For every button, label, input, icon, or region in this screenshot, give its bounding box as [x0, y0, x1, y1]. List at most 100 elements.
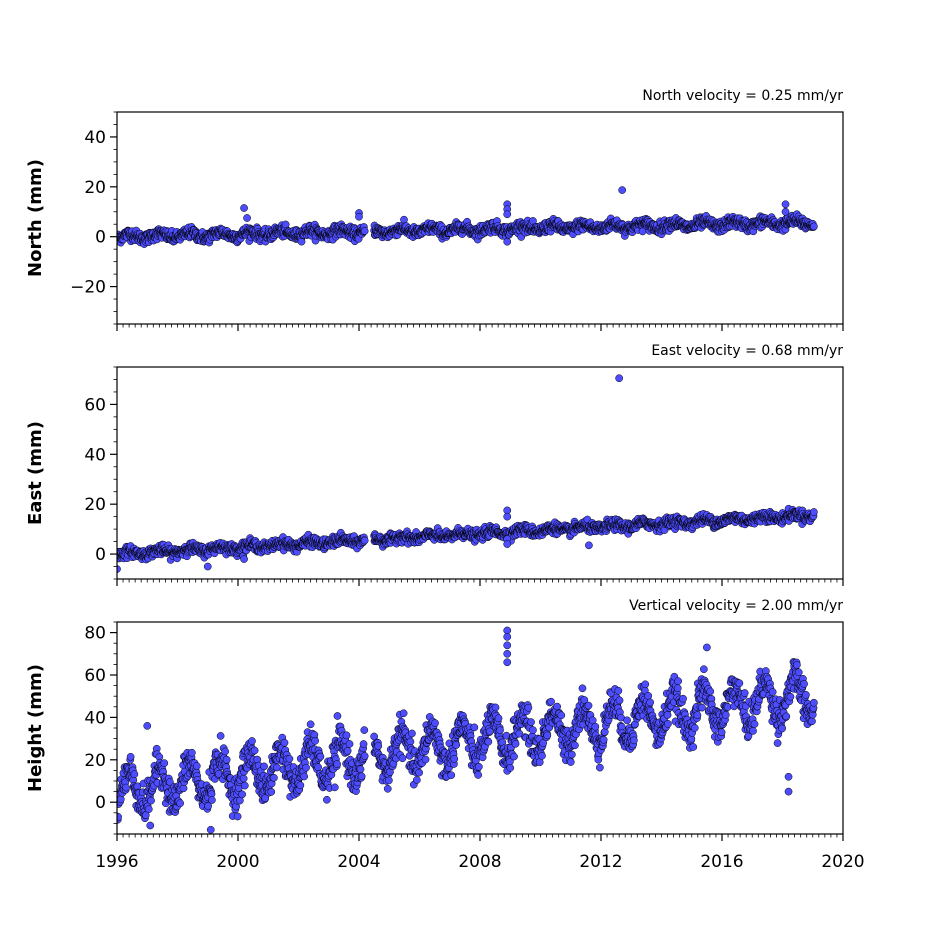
outlier-point — [240, 204, 248, 212]
data-point — [357, 772, 366, 781]
y-tick-label: 0 — [95, 545, 106, 565]
data-point — [359, 740, 368, 748]
data-point — [141, 811, 150, 820]
data-point — [117, 813, 122, 821]
data-point — [176, 799, 184, 808]
panel-east: 60 40 20 0 East (mm) East velocity = 0.68 mm/… — [25, 343, 844, 586]
outlier-point — [240, 555, 248, 563]
data-point — [360, 227, 369, 235]
data-point — [250, 746, 259, 755]
data-point — [166, 778, 174, 786]
data-point — [314, 763, 323, 772]
data-point — [130, 770, 139, 779]
outlier-point — [355, 212, 363, 221]
data-point — [122, 783, 130, 792]
y-tick-label: 20 — [84, 495, 106, 515]
data-point — [400, 215, 408, 224]
data-point — [484, 737, 493, 746]
data-point — [398, 754, 407, 763]
data-point — [360, 536, 369, 545]
data-point — [204, 802, 212, 810]
y-axis-label: East (mm) — [25, 421, 46, 525]
data-point — [360, 752, 369, 760]
data-point — [491, 703, 500, 712]
data-point — [383, 784, 392, 793]
y-tick-label: 20 — [84, 178, 106, 198]
outlier-point — [203, 562, 212, 571]
data-point — [515, 729, 524, 738]
data-point — [452, 741, 461, 749]
outlier-point — [503, 237, 512, 246]
data-point — [240, 781, 249, 790]
outlier-point — [615, 374, 624, 383]
data-point — [360, 726, 369, 734]
data-point — [297, 237, 306, 246]
data-point — [260, 762, 268, 771]
data-point — [311, 736, 319, 745]
data-point — [415, 768, 423, 777]
y-tick-label: −20 — [70, 278, 106, 298]
data-point — [222, 755, 231, 764]
data-point — [239, 774, 248, 783]
data-point — [160, 759, 169, 767]
data-point — [485, 727, 494, 736]
data-point — [810, 508, 818, 516]
data-point — [238, 790, 247, 799]
outlier-point — [781, 200, 790, 209]
data-point — [144, 805, 153, 814]
data-point — [147, 796, 155, 805]
data-point — [179, 784, 188, 793]
outlier-point — [503, 210, 512, 219]
data-point — [323, 795, 331, 804]
data-point — [506, 764, 515, 772]
data-point — [431, 719, 439, 727]
outlier-point — [503, 512, 512, 521]
data-point — [333, 712, 342, 720]
data-point — [261, 794, 270, 802]
outlier-point — [585, 541, 593, 550]
data-point — [216, 732, 225, 740]
data-points-north — [117, 186, 818, 248]
data-point — [494, 714, 503, 723]
data-point — [421, 755, 430, 764]
data-point — [406, 737, 415, 746]
data-point — [233, 812, 242, 821]
data-point — [385, 776, 393, 785]
data-point — [370, 732, 378, 741]
data-point — [450, 755, 459, 763]
y-axis-label: North (mm) — [25, 159, 46, 277]
data-point — [510, 752, 518, 761]
data-point — [267, 787, 276, 796]
data-point — [302, 763, 310, 772]
data-point — [273, 763, 281, 772]
data-point — [333, 760, 341, 768]
data-point — [408, 729, 416, 738]
data-point — [117, 795, 125, 804]
data-point — [470, 723, 479, 732]
data-points-height — [117, 626, 818, 834]
data-point — [511, 739, 520, 748]
data-point — [208, 796, 216, 804]
velocity-annotation: East velocity = 0.68 mm/yr — [651, 343, 843, 359]
data-point — [447, 771, 456, 780]
data-point — [306, 720, 315, 729]
outlier-point — [618, 186, 627, 194]
outlier-point — [503, 540, 512, 548]
data-point — [316, 752, 325, 761]
data-point — [343, 746, 352, 755]
y-tick-label: 60 — [84, 395, 106, 415]
data-point — [413, 776, 421, 784]
data-point — [296, 781, 305, 790]
data-point — [342, 731, 351, 740]
data-points-east — [117, 374, 818, 573]
data-point — [270, 773, 278, 782]
y-tick-label: 0 — [95, 228, 106, 248]
velocity-annotation: North velocity = 0.25 mm/yr — [642, 88, 843, 104]
data-point — [285, 754, 294, 763]
data-point — [399, 709, 408, 718]
y-tick-label: 40 — [84, 445, 106, 465]
data-point — [126, 752, 135, 761]
data-point — [221, 747, 229, 756]
data-point — [475, 762, 483, 771]
